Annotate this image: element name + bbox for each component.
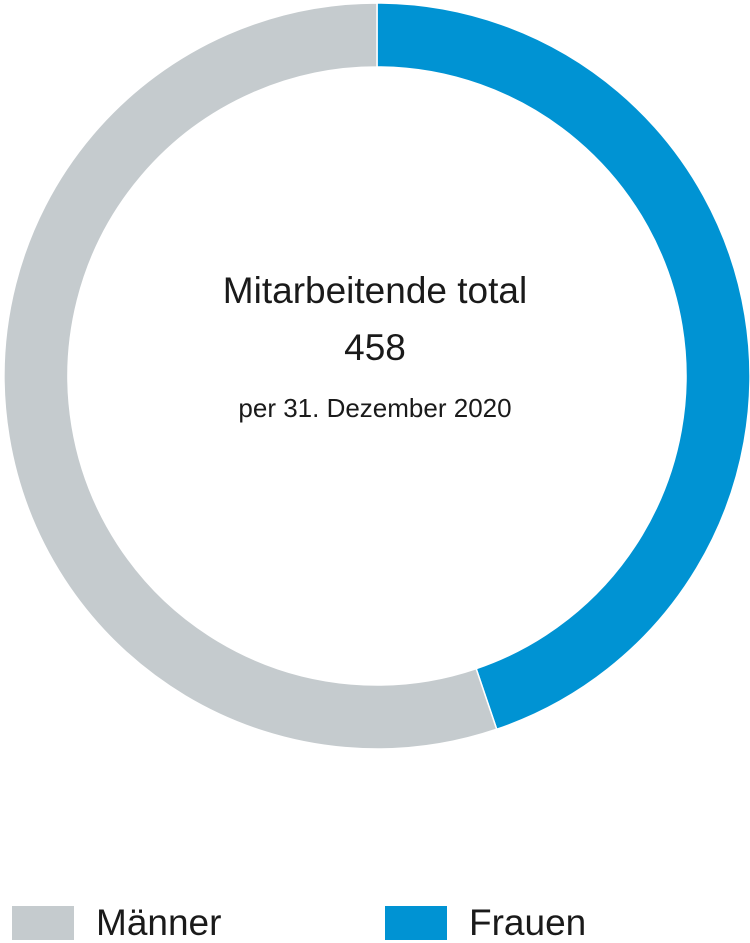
chart-center-date: per 31. Dezember 2020 xyxy=(238,393,512,423)
legend-item-frauen: Frauen xyxy=(385,903,586,943)
slice-frauen xyxy=(376,2,750,731)
donut-chart xyxy=(3,2,750,750)
legend-label-maenner: Männer xyxy=(96,902,222,943)
legend-item-maenner: Männer xyxy=(12,903,221,943)
chart-center-total: 458 xyxy=(344,327,406,368)
donut-slices xyxy=(3,2,750,750)
chart-center-title: Mitarbeitende total xyxy=(222,270,528,311)
legend-swatch-frauen xyxy=(385,906,447,940)
legend-label-frauen: Frauen xyxy=(469,902,587,943)
slice-maenner xyxy=(3,2,498,750)
legend-swatch-maenner xyxy=(12,906,74,940)
